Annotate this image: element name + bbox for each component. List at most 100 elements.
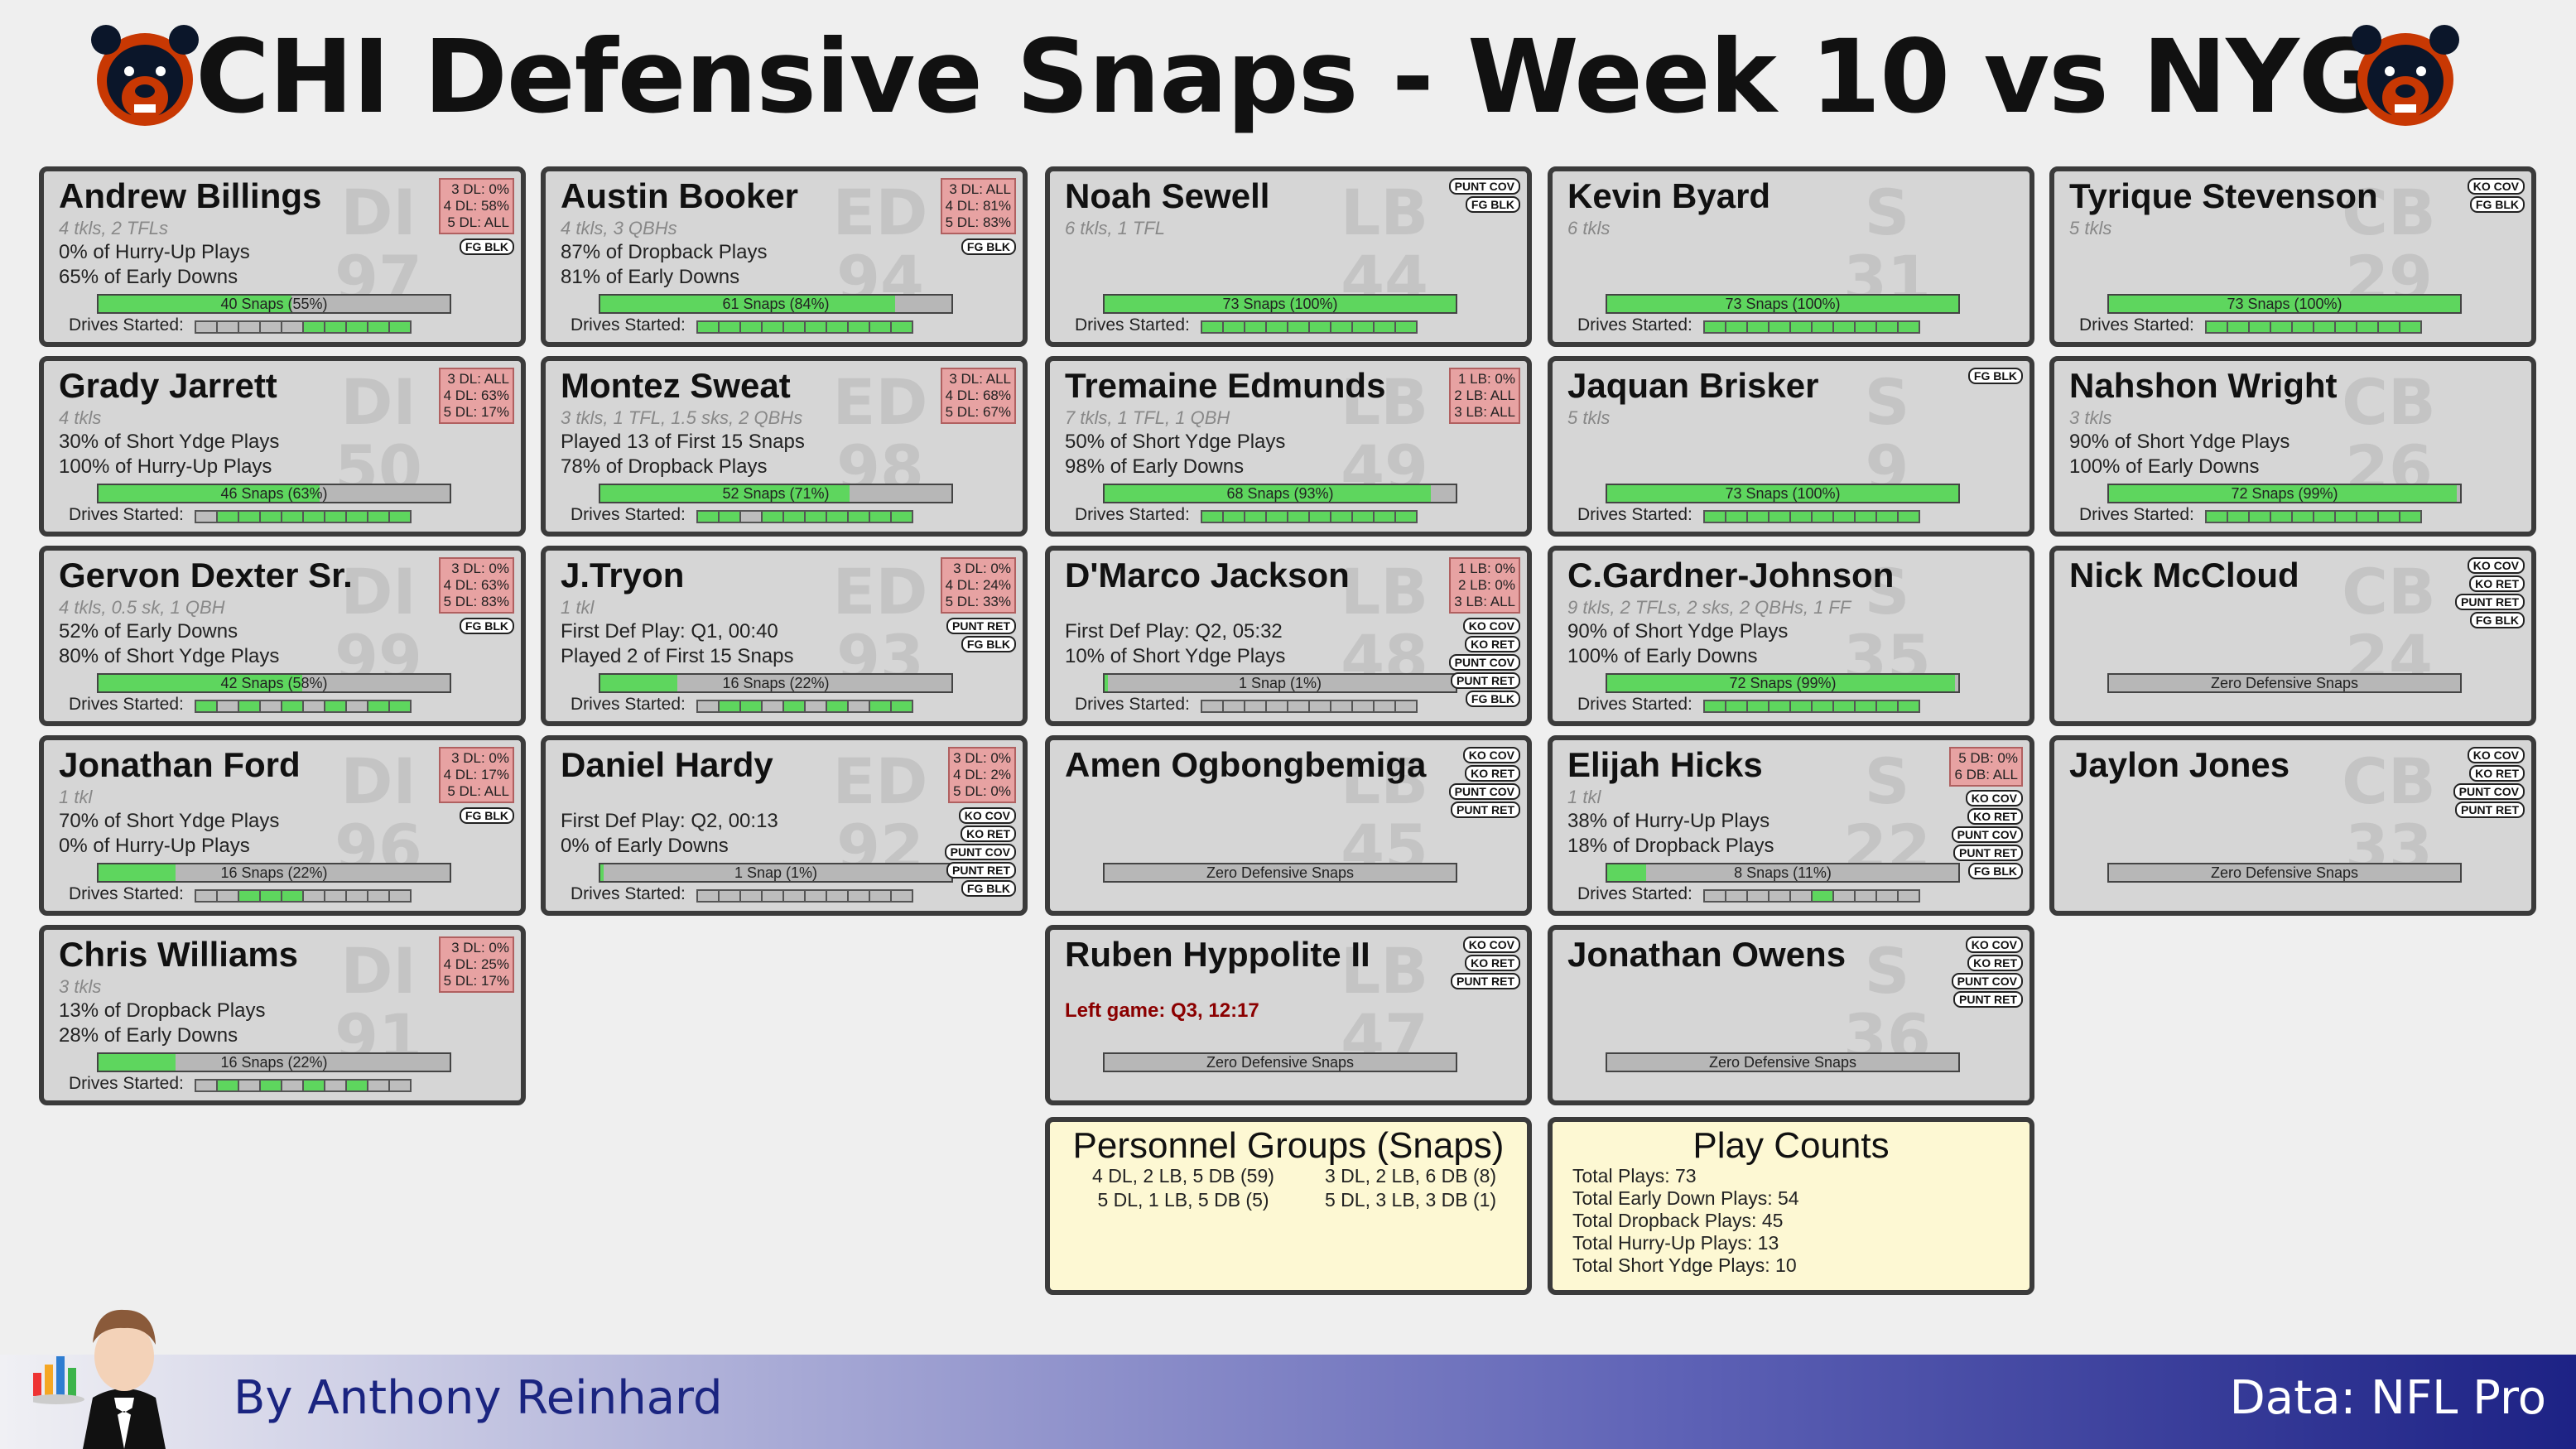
drives-started-label: Drives Started: xyxy=(1577,505,1692,524)
play-count-item: Total Dropback Plays: 45 xyxy=(1572,1210,1784,1231)
personnel-pct-line: 4 DL: 2% xyxy=(953,767,1011,782)
player-name: D'Marco Jackson xyxy=(1065,556,1350,595)
snap-detail-line: Played 2 of First 15 Snaps xyxy=(561,645,794,667)
special-teams-badge: PUNT RET xyxy=(2455,594,2525,610)
position-number-watermark: DI 97 xyxy=(329,180,428,312)
snap-count-label: 61 Snaps (84%) xyxy=(722,296,830,312)
player-stats: 5 tkls xyxy=(2069,218,2112,238)
drives-started-track xyxy=(1201,510,1418,523)
drive-cell xyxy=(1725,889,1748,903)
drive-cell xyxy=(826,700,849,713)
special-teams-badge: PUNT RET xyxy=(946,862,1016,879)
drive-cell xyxy=(890,320,913,334)
player-name: Nick McCloud xyxy=(2069,556,2299,595)
drive-cell xyxy=(739,700,763,713)
drive-cell xyxy=(259,700,282,713)
snap-count-label: 52 Snaps (71%) xyxy=(722,485,830,502)
drive-cell xyxy=(281,1079,304,1092)
snap-count-label: 40 Snaps (55%) xyxy=(220,296,328,312)
player-name: Chris Williams xyxy=(59,935,299,974)
personnel-title: Personnel Groups (Snaps) xyxy=(1072,1125,1505,1166)
drives-started-track xyxy=(2205,320,2422,334)
snap-bar-fill xyxy=(99,1054,176,1071)
play-count-item: Total Early Down Plays: 54 xyxy=(1572,1187,1799,1209)
drive-cell xyxy=(826,510,849,523)
position-label: ED xyxy=(832,555,928,628)
drive-cell xyxy=(1287,320,1310,334)
special-teams-badge: KO COV xyxy=(2467,178,2525,195)
personnel-pct-box: 3 DL: 0% 4 DL: 58% 5 DL: ALL xyxy=(438,178,514,234)
special-teams-badge: PUNT RET xyxy=(1451,802,1520,818)
special-teams-badge: PUNT COV xyxy=(1448,178,1520,195)
drive-cell xyxy=(782,889,806,903)
player-stats: 1 tkl xyxy=(561,597,595,618)
snap-detail-line: 65% of Early Downs xyxy=(59,266,238,288)
play-count-item: Total Hurry-Up Plays: 13 xyxy=(1572,1232,1779,1254)
special-teams-badge: PUNT COV xyxy=(1951,973,2023,989)
drive-cell xyxy=(2227,510,2250,523)
player-card-ogbongbemiga: LB 45 Amen Ogbongbemiga Zero Defensive Snap… xyxy=(1045,735,1532,916)
snap-bar-fill xyxy=(99,296,292,312)
special-teams-badge: PUNT COV xyxy=(1951,826,2023,843)
drive-cell xyxy=(847,700,870,713)
snap-count-label: 16 Snaps (22%) xyxy=(220,1054,328,1071)
player-name: Montez Sweat xyxy=(561,366,791,405)
drive-cell xyxy=(388,320,412,334)
special-teams-badge: KO COV xyxy=(2467,557,2525,574)
snap-bar-fill xyxy=(99,675,302,691)
player-stats: 4 tkls, 0.5 sk, 1 QBH xyxy=(59,597,225,618)
drives-started-label: Drives Started: xyxy=(1075,695,1190,714)
position-number-watermark: LB 48 xyxy=(1335,559,1434,691)
position-number-watermark: CB 33 xyxy=(2339,749,2439,881)
player-name: Andrew Billings xyxy=(59,176,322,215)
snap-bar-fill xyxy=(1105,485,1432,502)
player-stats: 3 tkls xyxy=(2069,407,2112,428)
player-card-owens: S 36 Jonathan Owens Zero Defensive Snaps KO … xyxy=(1548,925,2034,1105)
drive-cell xyxy=(216,320,239,334)
player-card-booker: ED 94 Austin Booker 4 tkls, 3 QBHs 87% of Dr… xyxy=(541,166,1028,347)
personnel-pct-line: 5 DL: 83% xyxy=(945,214,1011,230)
drive-cell xyxy=(718,889,741,903)
drive-cell xyxy=(302,700,325,713)
personnel-pct-line: 5 DB: 0% xyxy=(1958,750,2018,766)
left-game-note: Left game: Q3, 12:17 xyxy=(1065,999,1259,1022)
drive-cell xyxy=(1875,320,1899,334)
personnel-pct-box: 3 DL: 0% 4 DL: 24% 5 DL: 33% xyxy=(940,557,1016,614)
snap-detail-line: 80% of Short Ydge Plays xyxy=(59,645,280,667)
snap-count-label: 16 Snaps (22%) xyxy=(722,675,830,691)
position-number-watermark: S 22 xyxy=(1837,749,1937,881)
drive-cell xyxy=(367,700,390,713)
special-teams-badge: KO RET xyxy=(1967,808,2023,825)
drive-cell xyxy=(259,320,282,334)
special-teams-badge: PUNT RET xyxy=(946,618,1016,634)
drive-cell xyxy=(718,320,741,334)
drives-started-track xyxy=(1703,320,1920,334)
special-teams-tags: KO COV KO RET PUNT COV PUNT RET xyxy=(1951,936,2023,1008)
snap-count-label: 46 Snaps (63%) xyxy=(220,485,328,502)
position-label: DI xyxy=(340,176,416,249)
snap-detail-line: 78% of Dropback Plays xyxy=(561,455,768,478)
drive-cell xyxy=(1222,510,1245,523)
position-number-watermark: DI 91 xyxy=(329,938,428,1071)
drive-cell xyxy=(1725,510,1748,523)
player-stats: 3 tkls xyxy=(59,976,102,997)
drive-cell xyxy=(1308,320,1331,334)
drive-cell xyxy=(1201,700,1224,713)
drive-cell xyxy=(345,889,368,903)
snap-bar-fill xyxy=(600,296,896,312)
player-name: Jaquan Brisker xyxy=(1567,366,1819,405)
player-card-stevenson: CB 29 Tyrique Stevenson 5 tkls 73 Snaps (100… xyxy=(2049,166,2536,347)
special-teams-badge: PUNT RET xyxy=(1953,845,2023,861)
snap-bar-fill xyxy=(1607,485,1958,502)
personnel-groups-panel: Personnel Groups (Snaps) 4 DL, 2 LB, 5 D… xyxy=(1045,1117,1532,1295)
special-teams-badge: FG BLK xyxy=(459,238,514,255)
snap-detail-line: 13% of Dropback Plays xyxy=(59,999,266,1022)
special-teams-badge: KO COV xyxy=(1462,618,1520,634)
snap-detail-line: 90% of Short Ydge Plays xyxy=(2069,431,2290,453)
snap-detail-line: 18% of Dropback Plays xyxy=(1567,835,1774,857)
drives-started-label: Drives Started: xyxy=(571,695,686,714)
footer-bar xyxy=(0,1355,2576,1449)
drive-cell xyxy=(2291,320,2314,334)
snap-detail-line: 28% of Early Downs xyxy=(59,1024,238,1047)
personnel-pct-line: 3 DL: 0% xyxy=(953,561,1011,576)
